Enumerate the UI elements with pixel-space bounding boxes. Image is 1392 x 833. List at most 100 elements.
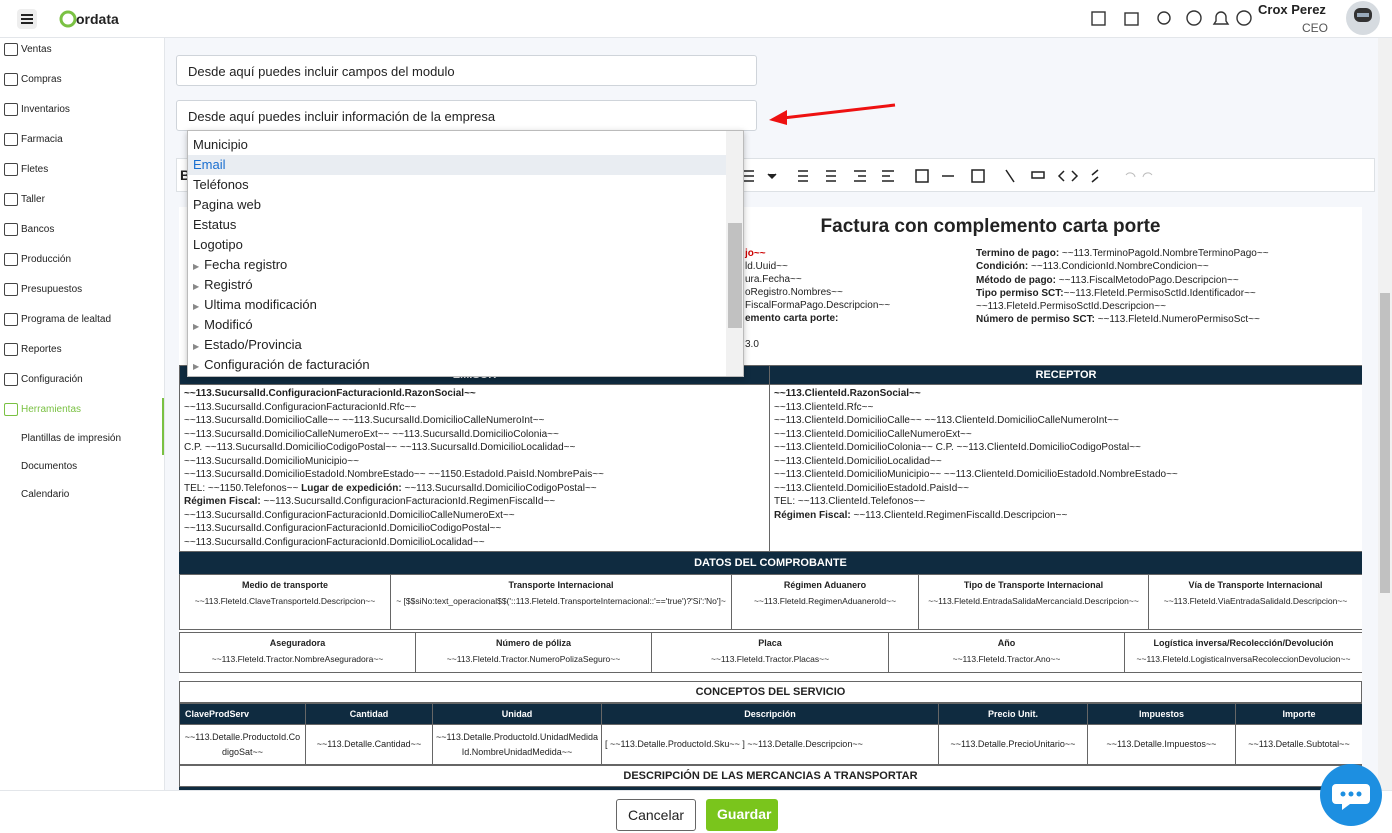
label: Ventas [21, 44, 52, 55]
label: Fletes [21, 164, 49, 175]
dropdown-item[interactable]: Pagina web [188, 195, 726, 215]
chat-button[interactable] [1318, 762, 1384, 828]
cell-header: Medio de transporte [241, 580, 328, 590]
sidebar-item[interactable]: Farmacia [4, 133, 63, 146]
row: ~~113.Detalle.ProductoId.CodigoSat~~ ~~11… [179, 724, 1362, 765]
scrollbar[interactable] [726, 131, 743, 376]
text-input[interactable]: Desde aquí puedes incluir campos del mod… [176, 55, 757, 86]
dropdown-item[interactable]: Teléfonos [188, 175, 726, 195]
text: ~~113.SucursalId.DomicilioEstadoId.Nombr… [184, 469, 604, 480]
text-input[interactable]: Desde aquí puedes incluir información de… [176, 100, 757, 131]
cell-header: Número de póliza [495, 638, 571, 648]
dropdown-item[interactable]: ▶ Fecha registro [188, 255, 726, 275]
dropdown-item[interactable]: ▶ Configuración de facturación [188, 355, 726, 375]
party-line: ~~113.ClienteId.RazonSocial~~ [774, 387, 1358, 401]
cell-header: Año [997, 638, 1016, 648]
party-line: Régimen Fiscal: ~~113.SucursalId.Configu… [184, 495, 765, 509]
page-scrollbar[interactable] [1378, 38, 1392, 790]
fragment: FiscalFormaPago.Descripcion~~ [745, 300, 891, 311]
party-cell: ~~113.ClienteId.RazonSocial~~ ~~113.Clien… [769, 384, 1362, 552]
cell-value: ~~113.Detalle.ProductoId.CodigoSat~~ [179, 724, 306, 765]
save-button[interactable]: Guardar [706, 799, 778, 831]
text: ~~113.FleteId.PermisoSctId.Identificador… [1063, 287, 1256, 299]
text: ~~113.SucursalId.DomicilioCodigoPostal~~ [401, 482, 597, 494]
icon [4, 373, 18, 386]
sidebar-item[interactable]: Herramientas [4, 403, 81, 416]
sidebar-item[interactable]: Configuración [4, 373, 83, 386]
label: Pagina web [193, 197, 261, 212]
text: ~~113.FleteId.NumeroPermisoSct~~ [1094, 314, 1260, 326]
sidebar-item[interactable]: Bancos [4, 223, 54, 236]
text: ~~113.SucursalId.ConfiguracionFacturacio… [184, 509, 515, 521]
icon [4, 403, 18, 416]
dropdown-item[interactable]: ▶ Registró [188, 275, 726, 295]
expander: ▶ [193, 282, 200, 291]
sidebar-item[interactable]: Ventas [4, 43, 52, 56]
sidebar-item[interactable]: Programa de lealtad [4, 313, 111, 326]
label: Herramientas [21, 404, 82, 415]
avatar[interactable] [1345, 0, 1381, 36]
sidebar-item[interactable]: Presupuestos [4, 283, 82, 296]
section-title: CONCEPTOS DEL SERVICIO [179, 681, 1362, 703]
icon [4, 163, 18, 176]
label: Fecha registro [204, 257, 288, 272]
sidebar-item[interactable]: Taller [4, 193, 45, 206]
party-line: ~~113.SucursalId.ConfiguracionFacturacio… [184, 387, 765, 401]
text: Lugar de expedición: [301, 482, 402, 494]
party-line: ~~113.ClienteId.DomicilioCalle~~ ~~113.C… [774, 414, 1358, 428]
dropdown-item[interactable]: Estatus [188, 215, 726, 235]
section-title: DESCRIPCIÓN DE LAS MERCANCIAS A TRANSPOR… [179, 765, 1362, 787]
submenu-item[interactable]: Documentos [21, 461, 78, 472]
dropdown-item[interactable]: ▶ Estado/Provincia [188, 335, 726, 355]
party-line: TEL: ~~1150.Telefonos~~ Lugar de expedic… [184, 482, 765, 496]
top-icons[interactable] [1090, 9, 1260, 29]
dropdown-item[interactable]: Logotipo [188, 235, 726, 255]
cell: Vía de Transporte Internacional ~~113.Fle… [1148, 574, 1362, 630]
label: Estado/Provincia [204, 337, 302, 352]
cell: Placa ~~113.FleteId.Tractor.Placas~~ [651, 632, 889, 673]
cell-header: Transporte Internacional [508, 580, 614, 590]
text: ~~113.SucursalId.DomicilioMunicipio~~ [184, 455, 359, 467]
cell-header: Vía de Transporte Internacional [1188, 580, 1323, 590]
expander: ▶ [193, 322, 200, 331]
sidebar-item[interactable]: Compras [4, 73, 62, 86]
cell-value: ~~113.FleteId.ClaveTransporteId.Descripc… [194, 596, 376, 606]
cell-value: ~~113.FleteId.ViaEntradaSalidaId.Descrip… [1163, 596, 1348, 606]
sidebar-item[interactable]: Inventarios [4, 103, 70, 116]
row: Aseguradora ~~113.FleteId.Tractor.NombreA… [179, 632, 1362, 673]
dropdown-item[interactable]: Municipio [188, 135, 726, 155]
header-line: ~~113.FleteId.PermisoSctId.Descripcion~~ [976, 300, 1301, 313]
icon [4, 313, 18, 326]
cell: Año ~~113.FleteId.Tractor.Ano~~ [888, 632, 1125, 673]
submenu-item[interactable]: Calendario [21, 489, 70, 500]
icon [4, 133, 18, 146]
label: Farmacia [21, 134, 63, 145]
text: ~~113.SucursalId.ConfiguracionFacturacio… [184, 388, 476, 399]
text: C.P. ~~113.SucursalId.DomicilioCodigoPos… [184, 442, 576, 453]
document: Factura con complemento carta porte jo~~… [179, 207, 1362, 790]
cell: Régimen Aduanero ~~113.FleteId.RegimenAdu… [731, 574, 919, 630]
table: Aseguradora ~~113.FleteId.Tractor.NombreA… [179, 632, 1362, 673]
cancel-button[interactable]: Cancelar [616, 799, 697, 831]
sidebar-item[interactable]: Fletes [4, 163, 48, 176]
toolbar-icons[interactable] [742, 167, 1162, 185]
header-line: Número de permiso SCT: ~~113.FleteId.Num… [976, 313, 1301, 326]
menu-button[interactable] [17, 9, 37, 29]
dropdown-item[interactable]: Email [188, 155, 726, 175]
cell-header: Tipo de Transporte Internacional [963, 580, 1104, 590]
header-line: Tipo permiso SCT:~~113.FleteId.PermisoSc… [976, 287, 1301, 300]
sidebar-item[interactable]: Producción [4, 253, 71, 266]
text: ~~113.ClienteId.DomicilioCalleNumeroExt~… [774, 428, 972, 440]
dropdown-item[interactable]: ▶ Modificó [188, 315, 726, 335]
text: TEL: ~~113.ClienteId.Telefonos~~ [774, 496, 926, 507]
text: ~~113.TerminoPagoId.NombreTerminoPago~~ [1059, 248, 1269, 259]
text: ~~113.ClienteId.DomicilioCalle~~ ~~113.C… [774, 415, 1119, 426]
submenu-item[interactable]: Plantillas de impresión [21, 433, 122, 444]
dropdown-item[interactable]: ▶ Ultima modificación [188, 295, 726, 315]
cell-value: ~~113.FleteId.Tractor.NombreAseguradora~… [211, 654, 384, 664]
sidebar-item[interactable]: Reportes [4, 343, 62, 356]
cell-value: ~~113.Detalle.Impuestos~~ [1087, 724, 1236, 765]
text: ~~113.ClienteId.DomicilioMunicipio~~ ~~1… [774, 469, 1178, 480]
text: Régimen Fiscal: [774, 509, 851, 521]
